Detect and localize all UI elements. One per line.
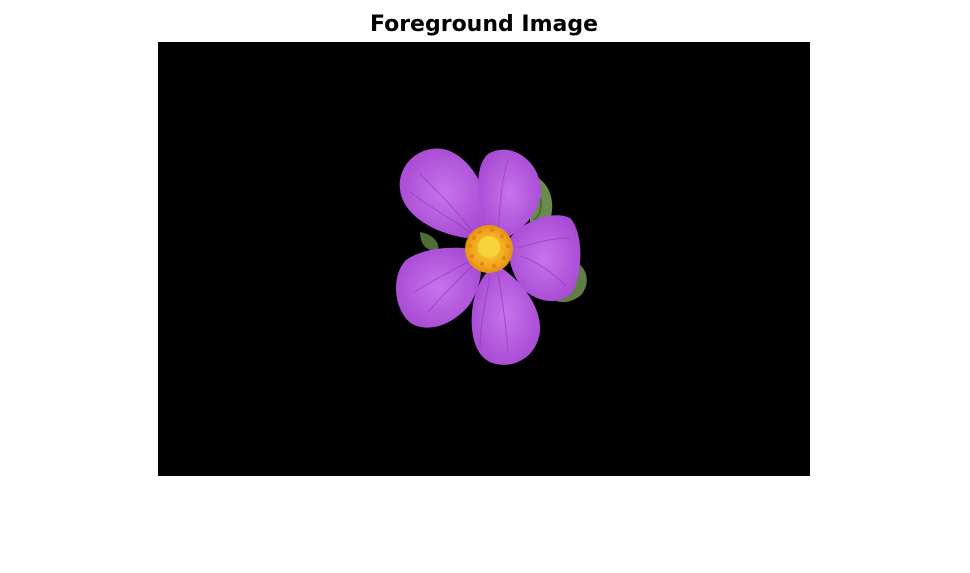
foreground-image xyxy=(158,42,810,476)
flower-petals xyxy=(395,148,581,365)
flower-stamen xyxy=(465,225,513,273)
figure-title: Foreground Image xyxy=(369,12,599,37)
flower-image xyxy=(158,42,810,476)
petal-veins xyxy=(409,159,571,353)
